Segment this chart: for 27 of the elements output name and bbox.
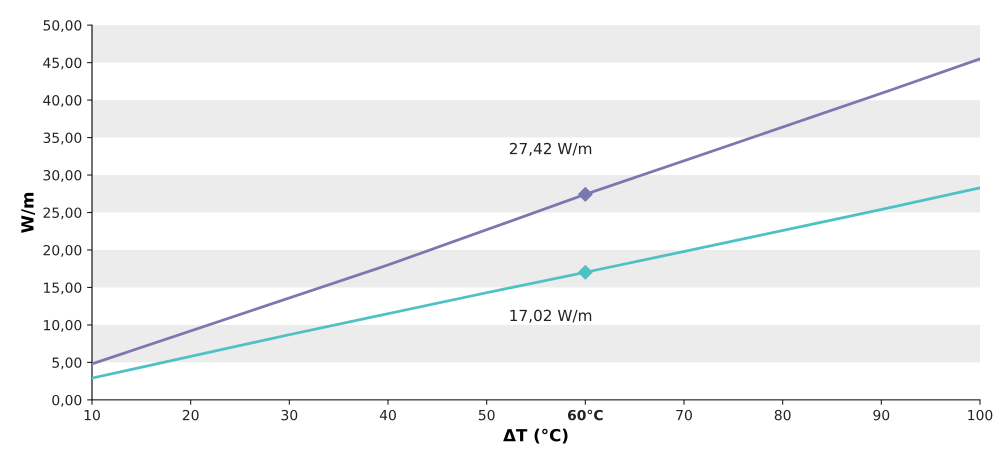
y-tick-label: 35,00	[44, 132, 82, 144]
y-tick-label: 40,00	[43, 95, 82, 107]
x-tick-label: 60°C	[568, 410, 603, 420]
y-tick-label: 25,00	[44, 207, 82, 220]
x-tick-label: 20	[182, 410, 199, 420]
x-tick-label: 40	[380, 410, 396, 420]
y-tick-label: 0,00	[52, 394, 82, 407]
x-tick-label: 50	[478, 410, 495, 420]
y-tick-label: 20,00	[44, 244, 82, 257]
x-tick-label: 10	[84, 410, 100, 420]
annotation: 27,42 W/m	[510, 142, 592, 156]
line-series	[92, 57, 980, 366]
x-tick-label: 90	[873, 410, 890, 420]
annotation: 17,02 W/m	[510, 310, 592, 323]
x-tick-label: 70	[676, 410, 692, 420]
x-axis-title: ΔT (°C)	[503, 428, 568, 444]
line-series	[92, 186, 980, 380]
x-tick-label: 100	[968, 410, 992, 420]
y-tick-label: 10,00	[44, 320, 82, 332]
y-tick-label: 30,00	[44, 170, 82, 182]
y-axis-title: W/m	[21, 192, 36, 233]
y-tick-label: 50,00	[44, 20, 82, 32]
y-tick-label: 5,00	[52, 357, 82, 370]
x-tick-label: 80	[774, 410, 791, 420]
x-tick-label: 30	[282, 410, 298, 420]
y-tick-label: 15,00	[44, 282, 82, 294]
y-tick-label: 45,00	[43, 58, 82, 70]
